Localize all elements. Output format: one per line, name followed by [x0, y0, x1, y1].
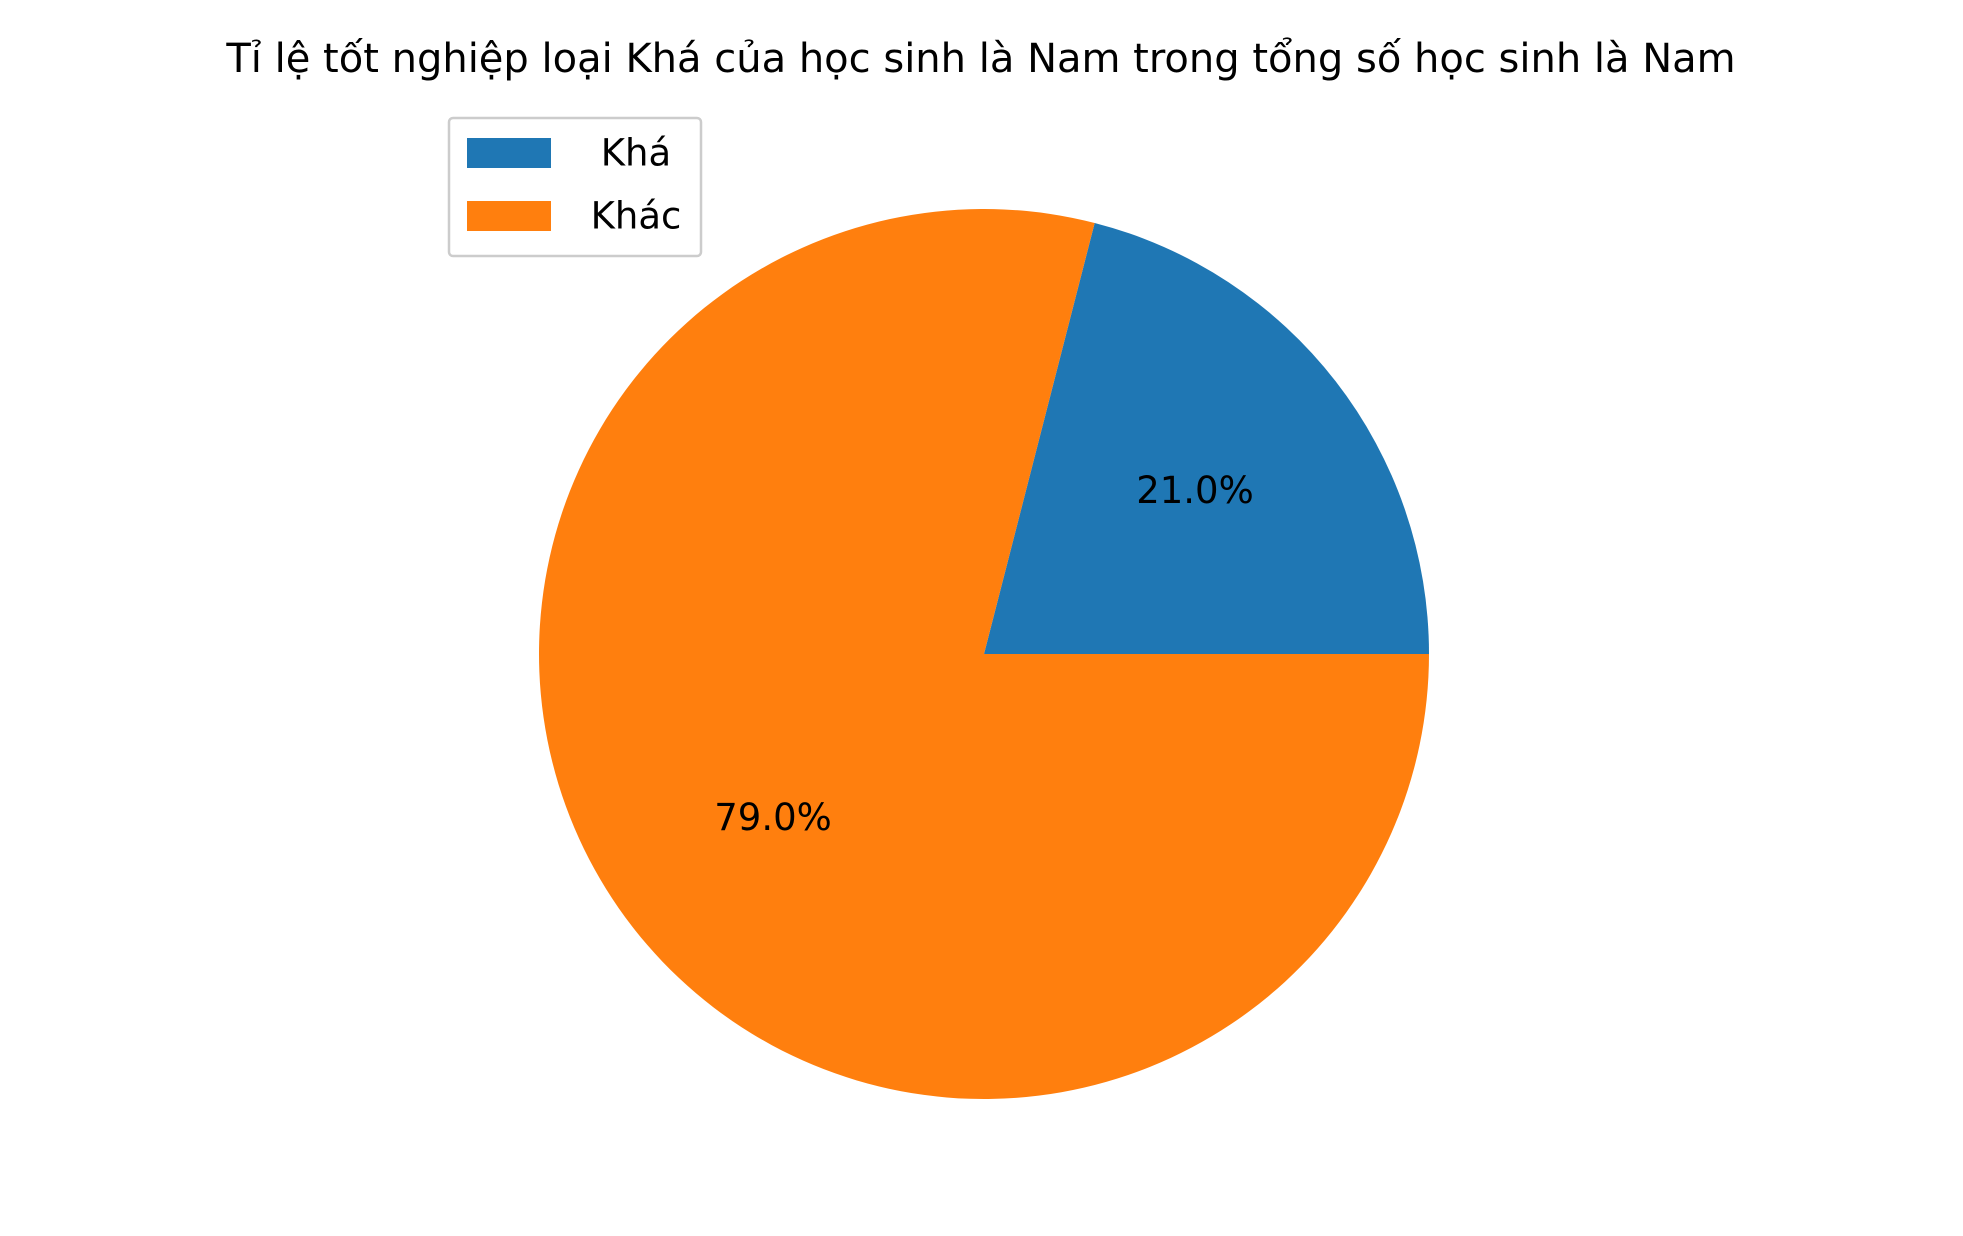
- legend-label-khac: Khác: [591, 195, 682, 238]
- pie-slice-khac: [539, 209, 1429, 1099]
- legend-swatch-khac: [467, 201, 551, 231]
- legend-entries: Khá Khác: [467, 132, 681, 238]
- pie-slices: [539, 209, 1429, 1099]
- pie-slice-label-kha: 21.0%: [1136, 469, 1254, 512]
- pie-slice-labels: 21.0% 79.0%: [714, 469, 1253, 839]
- chart-title: Tỉ lệ tốt nghiệp loại Khá của học sinh l…: [225, 36, 1735, 82]
- legend-swatch-kha: [467, 138, 551, 168]
- chart-legend: Khá Khác: [447, 116, 703, 258]
- legend-label-kha: Khá: [601, 132, 671, 175]
- pie-slice-label-khac: 79.0%: [714, 796, 832, 839]
- pie-slice-kha: [984, 222, 1429, 654]
